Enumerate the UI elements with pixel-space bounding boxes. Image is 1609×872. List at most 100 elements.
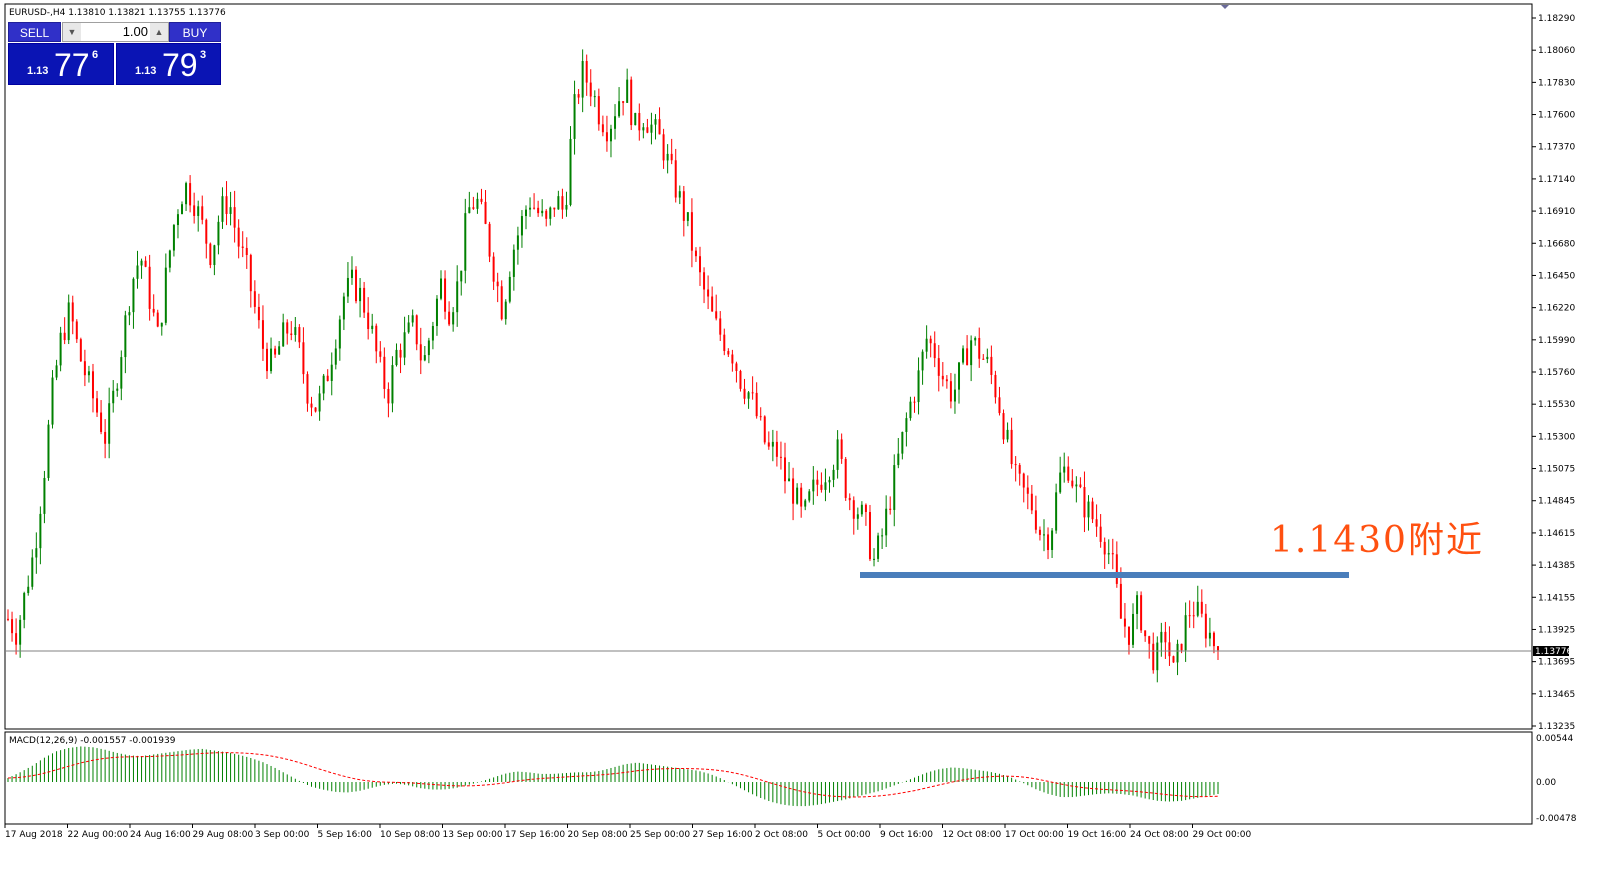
time-label: 17 Aug 2018 [5, 830, 63, 840]
lot-size-field[interactable]: ▼ 1.00 ▲ [62, 22, 169, 42]
lot-increase-icon[interactable]: ▲ [150, 23, 168, 41]
candle-body [524, 209, 527, 217]
candle-body [1204, 613, 1207, 639]
candle-body [233, 207, 236, 228]
price-label: 1.14845 [1538, 497, 1575, 507]
candle-body [419, 344, 422, 361]
support-level-annotation[interactable]: 1.1430附近 [1270, 520, 1484, 561]
time-label: 2 Oct 08:00 [755, 830, 808, 840]
candle-body [917, 370, 920, 403]
candle-body [104, 431, 107, 444]
price-label: 1.15300 [1538, 432, 1575, 442]
candle-body [1152, 643, 1155, 671]
candle-body [172, 225, 175, 251]
price-label: 1.15075 [1538, 465, 1575, 475]
candle-body [500, 286, 503, 320]
candle-body [1006, 429, 1009, 440]
candle-body [59, 332, 62, 366]
candle-body [711, 296, 714, 312]
sell-button[interactable]: SELL [8, 22, 61, 42]
candle-body [241, 246, 244, 248]
candle-body [516, 235, 519, 250]
candle-body [35, 548, 38, 558]
candle-body [367, 312, 370, 330]
candle-body [217, 221, 220, 246]
candle-body [751, 392, 754, 394]
price-label: 1.15760 [1538, 368, 1575, 378]
buy-price-box[interactable]: 1.13 79 3 [116, 43, 221, 85]
candle-body [444, 278, 447, 312]
time-label: 20 Sep 08:00 [568, 830, 628, 840]
sell-price-box[interactable]: 1.13 77 6 [8, 43, 114, 85]
candle-body [605, 132, 608, 142]
candle-body [937, 358, 940, 376]
candle-body [860, 504, 863, 515]
candle-body [334, 348, 337, 365]
candle-body [43, 477, 46, 514]
lot-decrease-icon[interactable]: ▼ [63, 23, 81, 41]
price-label: 1.17830 [1538, 78, 1575, 88]
candle-body [978, 337, 981, 359]
candle-body [901, 431, 904, 454]
candle-body [249, 255, 252, 292]
candle-body [1188, 615, 1191, 617]
candle-body [1160, 631, 1163, 643]
price-label: 1.16450 [1538, 271, 1575, 281]
candle-body [1022, 473, 1025, 488]
candle-body [840, 439, 843, 459]
candle-body [654, 119, 657, 125]
candle-body [1164, 631, 1167, 643]
macd-axis-label: 0.00 [1536, 778, 1556, 788]
candle-body [1095, 519, 1098, 527]
candle-body [508, 276, 511, 302]
candle-body [638, 113, 641, 131]
macd-histogram [7, 746, 1219, 807]
candle-body [694, 250, 697, 257]
candle-body [63, 332, 66, 341]
candle-body [1067, 466, 1070, 481]
candle-body [253, 291, 256, 307]
candle-body [577, 94, 580, 98]
macd-plot-frame[interactable] [4, 731, 1533, 825]
candle-body [913, 401, 916, 403]
candle-body [440, 278, 443, 299]
macd-axis: 0.00544 0.00 -0.00478 [1536, 734, 1577, 824]
candle-body [666, 153, 669, 161]
candle-body [561, 196, 564, 210]
candle-body [622, 101, 625, 103]
candle-body [120, 357, 123, 389]
time-label: 10 Sep 08:00 [380, 830, 440, 840]
buy-button[interactable]: BUY [169, 22, 221, 42]
candle-body [164, 267, 167, 323]
candle-body [31, 557, 34, 587]
candle-body [897, 453, 900, 466]
candle-body [1148, 636, 1151, 644]
candle-body [796, 487, 799, 504]
candle-body [585, 61, 588, 83]
candle-body [156, 312, 159, 327]
candle-body [953, 389, 956, 402]
window-shift-marker-icon[interactable] [1221, 5, 1229, 9]
time-label: 22 Aug 00:00 [68, 830, 129, 840]
candle-body [1038, 529, 1041, 535]
macd-label: MACD(12,26,9) -0.001557 -0.001939 [9, 736, 176, 746]
candle-body [1055, 492, 1058, 531]
candle-body [27, 586, 30, 594]
time-label: 29 Oct 00:00 [1193, 830, 1252, 840]
candle-body [342, 296, 345, 320]
lot-size-value[interactable]: 1.00 [122, 24, 148, 39]
candle-body [820, 484, 823, 490]
price-axis: 1.18290 1.18060 1.17830 1.17600 1.17370 1.171… [1532, 14, 1575, 732]
macd-signal-line [7, 752, 1219, 798]
candle-body [703, 272, 706, 290]
candle-body [472, 207, 475, 209]
macd-axis-label: 0.00544 [1536, 734, 1573, 744]
candle-body [520, 216, 523, 236]
candle-body [314, 407, 317, 412]
price-plot-frame[interactable] [4, 3, 1533, 730]
candle-body [970, 340, 973, 366]
candle-body [237, 227, 240, 247]
time-axis: 17 Aug 2018 22 Aug 00:00 24 Aug 16:00 29 Au… [4, 824, 1252, 840]
